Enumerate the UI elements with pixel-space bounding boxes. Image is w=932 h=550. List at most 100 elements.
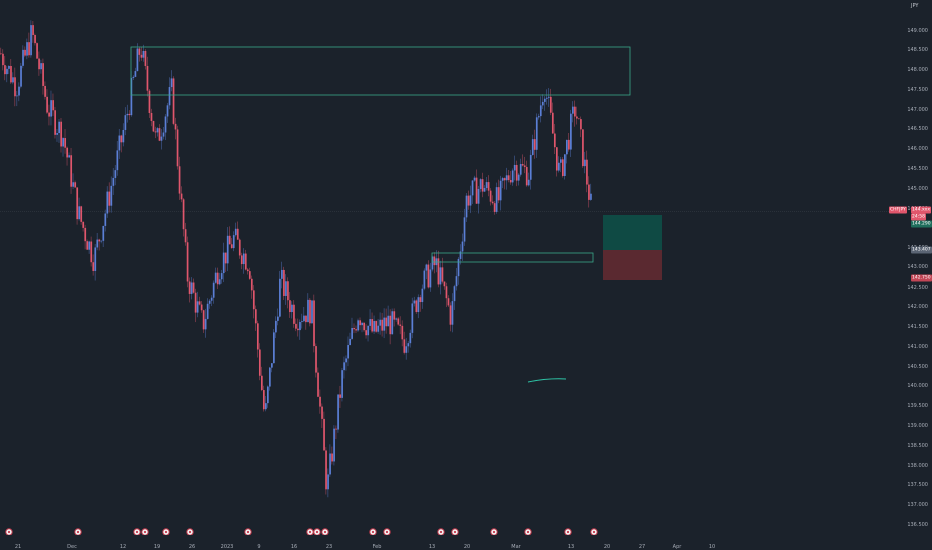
candle-body xyxy=(547,96,550,98)
candle-body xyxy=(164,116,167,133)
candle-body xyxy=(293,304,295,324)
chart-svg[interactable] xyxy=(0,0,905,536)
candle-body xyxy=(94,247,97,271)
candle-body xyxy=(242,253,245,265)
candle-body xyxy=(383,317,386,331)
candle-body xyxy=(218,279,221,285)
candle-body xyxy=(96,239,99,248)
candle-body xyxy=(2,53,4,66)
event-marker-dot xyxy=(246,530,250,534)
countdown-badge: 24:58 xyxy=(911,213,926,221)
event-marker-dot xyxy=(135,530,139,534)
price-tick-label: 142.500 xyxy=(907,285,928,291)
candle-body xyxy=(24,49,26,56)
candle-body xyxy=(170,78,173,88)
candle-body xyxy=(469,195,472,206)
candle-body xyxy=(568,139,570,150)
price-chart[interactable] xyxy=(0,0,905,536)
event-marker-dot xyxy=(385,530,389,534)
candle-body xyxy=(481,179,484,192)
candle-body xyxy=(473,177,476,181)
candle-body xyxy=(541,101,544,106)
time-tick-label: 9 xyxy=(257,544,261,550)
candle-body xyxy=(70,155,73,187)
event-marker-dot xyxy=(143,530,147,534)
price-tick-label: 147.000 xyxy=(907,107,928,113)
entry-price-badge: 143.407 xyxy=(911,246,932,254)
candle-body xyxy=(118,135,121,151)
candle-body xyxy=(505,175,508,181)
candle-body xyxy=(100,240,103,242)
candle-body xyxy=(210,297,213,301)
time-tick-label: 10 xyxy=(708,544,716,550)
candle-body xyxy=(258,349,261,376)
candle-body xyxy=(28,42,30,56)
candle-body xyxy=(166,105,169,117)
event-marker-dot xyxy=(492,530,496,534)
candle-body xyxy=(305,315,307,323)
event-marker-dot xyxy=(566,530,570,534)
candle-body xyxy=(186,242,189,282)
candle-body xyxy=(12,77,14,83)
candle-body xyxy=(142,50,145,58)
candle-body xyxy=(22,49,24,66)
event-marker-dot xyxy=(453,530,457,534)
candle-body xyxy=(148,90,151,113)
time-axis[interactable]: 21 Dec 12 19 26 2023 9 16 23 Feb 13 20 Mar 13 20 27 Apr 1… xyxy=(0,535,905,550)
candle-body xyxy=(545,97,548,99)
candle-body xyxy=(463,217,466,242)
candle-body xyxy=(264,403,267,410)
candle-body xyxy=(250,278,253,291)
candle-body xyxy=(507,175,510,181)
candle-body xyxy=(112,177,115,186)
candle-body xyxy=(299,322,301,331)
candle-body xyxy=(291,304,293,313)
candle-body xyxy=(16,95,18,97)
candle-body xyxy=(114,170,117,178)
time-tick-label: 2023 xyxy=(220,544,234,550)
candle-body xyxy=(122,129,125,143)
candle-body xyxy=(487,182,490,191)
candle-body xyxy=(365,330,368,336)
price-tick-label: 145.500 xyxy=(907,166,928,172)
candle-body xyxy=(578,118,580,120)
profit-zone[interactable] xyxy=(603,215,662,250)
candle-body xyxy=(457,258,460,277)
candle-body xyxy=(525,166,528,186)
candle-body xyxy=(138,48,141,55)
candle-body xyxy=(393,311,396,320)
event-marker-dot xyxy=(592,530,596,534)
candle-body xyxy=(379,319,382,326)
candle-body xyxy=(277,316,279,321)
time-tick-label: 19 xyxy=(153,544,161,550)
candle-body xyxy=(375,321,378,332)
candle-body xyxy=(461,241,464,252)
candle-body xyxy=(180,193,183,200)
price-tick-label: 141.000 xyxy=(907,344,928,350)
target-price-badge: 144.290 xyxy=(911,220,932,228)
candle-body xyxy=(106,191,109,214)
supply-zone[interactable] xyxy=(130,46,631,96)
demand-zone[interactable] xyxy=(431,252,594,263)
candle-body xyxy=(216,272,219,285)
candle-body xyxy=(238,239,241,256)
candle-body xyxy=(46,96,48,113)
candle-body xyxy=(523,165,526,167)
loss-zone[interactable] xyxy=(603,250,662,280)
time-tick-label: Dec xyxy=(67,544,77,550)
candle-body xyxy=(48,112,50,117)
candle-body xyxy=(489,190,492,202)
candle-body xyxy=(453,286,456,302)
candle-body xyxy=(204,318,207,330)
candle-body xyxy=(285,281,287,296)
candle-body xyxy=(371,319,374,332)
candle-body xyxy=(509,180,512,183)
candle-body xyxy=(34,34,36,44)
event-marker-dot xyxy=(308,530,312,534)
price-axis[interactable]: JPY 149.000 148.500 148.000 147.500 147.000 1… xyxy=(889,0,932,550)
candle-body xyxy=(339,394,341,398)
time-tick-label: 12 xyxy=(119,544,127,550)
price-tick-label: 148.500 xyxy=(907,47,928,53)
candle-body xyxy=(10,65,12,83)
candle-body xyxy=(493,203,496,212)
